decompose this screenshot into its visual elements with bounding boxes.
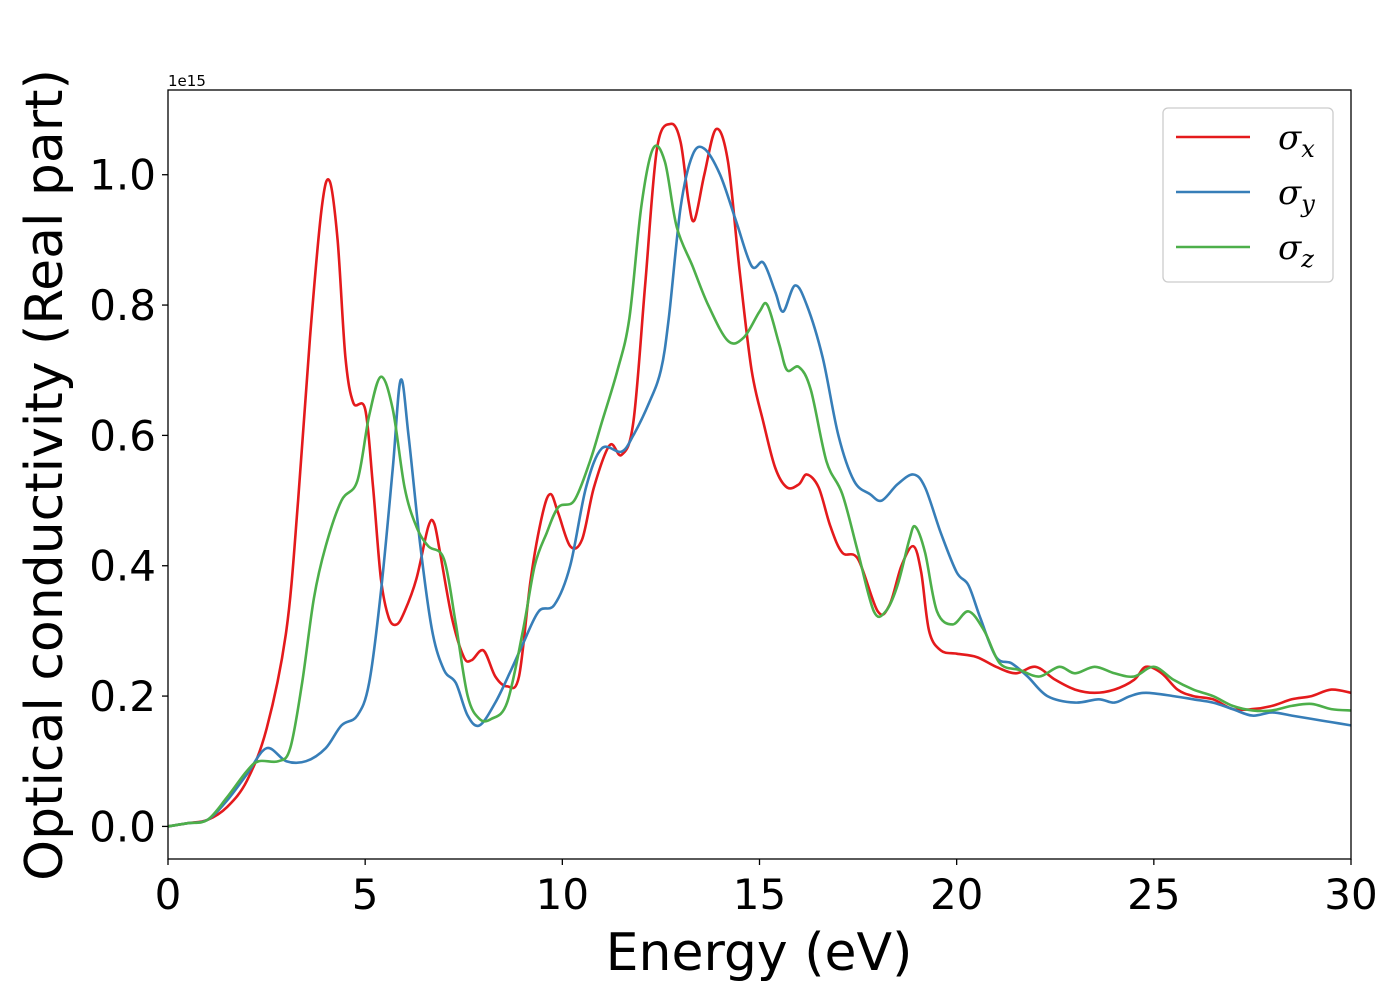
series-line-y xyxy=(168,145,1351,828)
series-line-z xyxy=(168,144,1351,828)
series-line-x xyxy=(168,122,1351,828)
y-axis-label: Optical conductivity (Real part) xyxy=(15,69,75,881)
x-tick-label: 20 xyxy=(930,870,983,919)
y-tick-label: 0.8 xyxy=(89,281,156,330)
y-tick-label: 0.6 xyxy=(89,411,156,460)
y-tick-label: 0.2 xyxy=(89,672,156,721)
y-tick-label: 1.0 xyxy=(89,151,156,200)
y-offset-label: 1e15 xyxy=(168,72,206,90)
x-axis-ticks: 0 5 10 15 20 25 30 xyxy=(155,859,1378,919)
x-axis-label: Energy (eV) xyxy=(606,923,913,983)
legend-box xyxy=(1162,107,1334,283)
x-tick-label: 30 xyxy=(1324,870,1377,919)
x-tick-label: 0 xyxy=(155,870,182,919)
legend-label-y: σy xyxy=(1278,173,1315,218)
y-tick-label: 0.4 xyxy=(89,542,156,591)
legend-label-x: σx xyxy=(1278,118,1315,163)
x-tick-label: 25 xyxy=(1127,870,1180,919)
y-tick-label: 0.0 xyxy=(89,802,156,851)
legend-label-z: σz xyxy=(1278,228,1314,273)
x-tick-label: 15 xyxy=(733,870,786,919)
y-axis-ticks: 0.0 0.2 0.4 0.6 0.8 1.0 xyxy=(89,151,168,851)
x-tick-label: 10 xyxy=(536,870,589,919)
x-tick-label: 5 xyxy=(352,870,379,919)
series-layer xyxy=(168,122,1351,828)
legend: σx σy σz xyxy=(1162,107,1334,283)
